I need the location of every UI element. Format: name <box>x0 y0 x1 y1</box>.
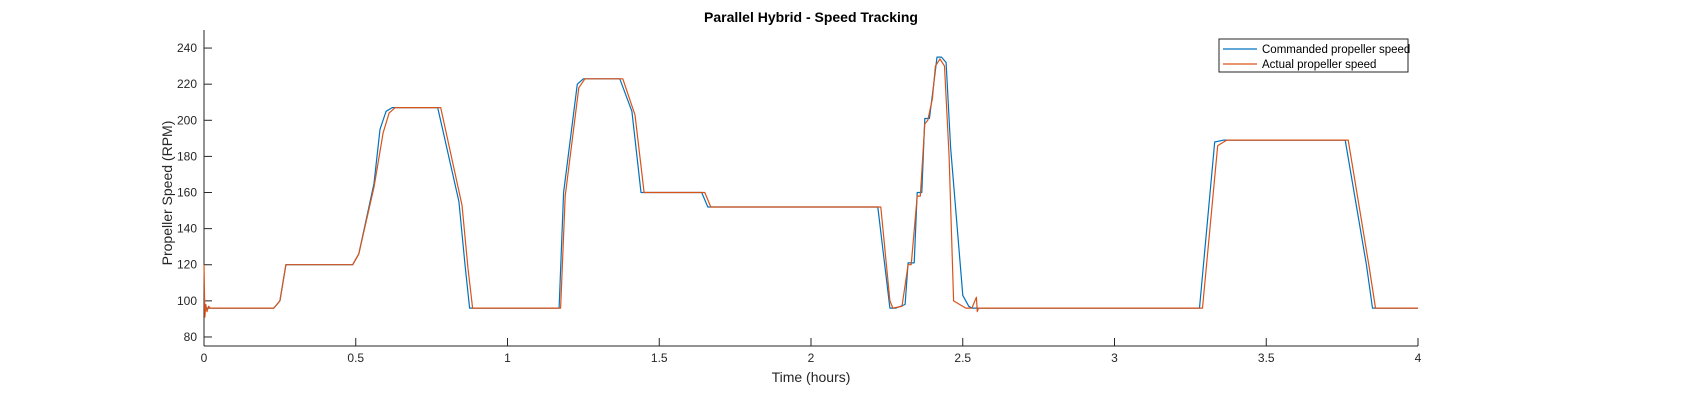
y-axis-label: Propeller Speed (RPM) <box>159 121 175 266</box>
legend: Commanded propeller speed Actual propelle… <box>1218 38 1410 73</box>
x-tick-label: 1.5 <box>651 351 668 365</box>
x-tick-label: 4 <box>1415 351 1422 365</box>
x-tick-label: 1 <box>504 351 511 365</box>
series-line-commanded <box>204 56 1418 309</box>
y-tick-label: 240 <box>177 41 197 55</box>
chart-title: Parallel Hybrid - Speed Tracking <box>704 9 918 25</box>
x-tick-label: 3 <box>1111 351 1118 365</box>
y-tick-label: 100 <box>177 294 197 308</box>
x-axis-label: Time (hours) <box>772 369 851 385</box>
y-tick-label: 120 <box>177 258 197 272</box>
y-tick-label: 220 <box>177 77 197 91</box>
y-tick-label: 200 <box>177 113 197 127</box>
legend-label: Commanded propeller speed <box>1262 44 1410 56</box>
y-tick-label: 80 <box>184 330 198 344</box>
series-line-actual <box>203 58 1418 318</box>
legend-label: Actual propeller speed <box>1262 59 1376 71</box>
x-tick-label: 3.5 <box>1258 351 1275 365</box>
y-tick-label: 140 <box>177 222 197 236</box>
x-tick-label: 0.5 <box>347 351 364 365</box>
plot-axes: 0 0.5 1 1.5 2 2.5 3 3.5 4 80 100 120 140 160 180 200 220… <box>177 30 1422 365</box>
legend-box <box>1218 38 1409 73</box>
x-tick-label: 2 <box>808 351 815 365</box>
x-tick-label: 2.5 <box>954 351 971 365</box>
series-layer <box>203 56 1418 318</box>
y-tick-label: 160 <box>177 186 197 200</box>
x-tick-label: 0 <box>201 351 208 365</box>
y-tick-label: 180 <box>177 149 197 163</box>
